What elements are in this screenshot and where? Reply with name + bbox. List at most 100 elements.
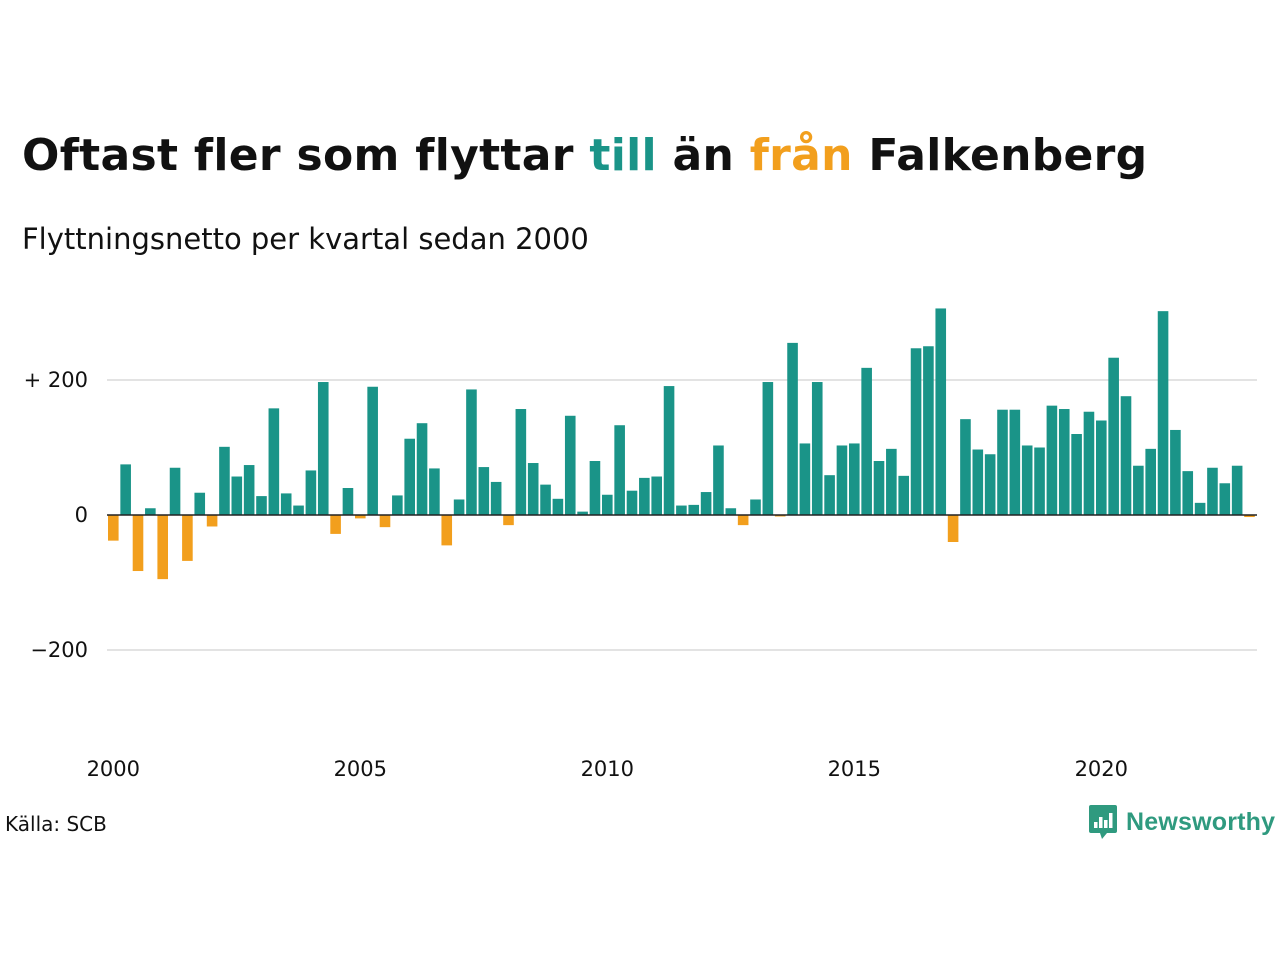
bar-2001-k3: [182, 515, 193, 561]
bar-2007-k1: [453, 499, 465, 516]
bar-2021-k4: [1182, 471, 1194, 516]
bar-2012-k1: [700, 492, 712, 515]
bar-2009-k3: [577, 511, 588, 516]
bar-2018-k1: [997, 409, 1008, 515]
x-tick-label: 2015: [828, 757, 881, 781]
axes: + 200 0 −200 2000 2005 2010 2015 2020: [24, 368, 1257, 781]
bar-2021-k3: [1170, 429, 1181, 515]
bar-2002-k4: [243, 465, 255, 515]
bar-2005-k3: [379, 515, 391, 528]
bar-2008-k3: [527, 463, 539, 515]
bar-2002-k1: [206, 515, 218, 527]
bar-2022-k2: [1207, 467, 1218, 515]
source-note: Källa: SCB: [5, 812, 107, 836]
bar-2014-k1: [799, 443, 811, 515]
bar-2013-k1: [750, 499, 761, 516]
bar-2010-k2: [614, 425, 625, 516]
title-part-1: Oftast fler som flyttar: [22, 130, 574, 181]
bar-2016-k1: [898, 475, 909, 515]
bar-2015-k2: [861, 367, 872, 515]
bar-2014-k2: [811, 382, 823, 515]
bar-2011-k3: [676, 505, 687, 515]
chart-subtitle: Flyttningsnetto per kvartal sedan 2000: [22, 222, 589, 256]
bar-2011-k4: [688, 504, 700, 516]
bar-2007-k4: [490, 481, 502, 516]
bars: [108, 308, 1255, 580]
bar-2008-k1: [503, 515, 514, 526]
bar-2001-k4: [194, 492, 206, 516]
bar-2004-k4: [342, 488, 354, 515]
x-tick-label: 2010: [581, 757, 634, 781]
bar-2000-k4: [145, 508, 156, 515]
bar-2001-k2: [169, 467, 181, 515]
x-tick-label: 2005: [334, 757, 387, 781]
newsworthy-logo: Newsworthy: [1088, 804, 1275, 840]
bar-2015-k3: [873, 461, 885, 515]
bar-2019-k4: [1083, 411, 1095, 516]
bar-2014-k4: [836, 445, 848, 516]
bar-2003-k1: [256, 496, 267, 515]
bar-2011-k1: [651, 476, 662, 515]
bar-2004-k3: [330, 515, 341, 534]
bar-2017-k2: [960, 419, 971, 515]
y-tick-label: 0: [75, 503, 88, 527]
title-negative-word: från: [749, 130, 853, 181]
gridlines: [107, 379, 1257, 651]
bar-2018-k3: [1021, 445, 1033, 516]
x-tick-label: 2000: [87, 757, 140, 781]
bar-2002-k2: [219, 446, 230, 515]
bar-2011-k2: [663, 386, 675, 515]
bar-2001-k1: [157, 515, 168, 580]
bar-2022-k1: [1194, 502, 1206, 515]
bar-2013-k2: [762, 382, 774, 515]
bar-2000-k1: [108, 515, 119, 541]
bar-2010-k1: [602, 494, 613, 515]
bar-2006-k1: [404, 438, 415, 516]
bar-2022-k4: [1231, 465, 1243, 516]
bar-2002-k3: [231, 476, 243, 515]
bar-2019-k3: [1071, 434, 1082, 515]
title-positive-word: till: [589, 130, 657, 181]
bar-2005-k2: [367, 386, 378, 515]
bar-2017-k1: [947, 515, 959, 542]
bar-2015-k4: [886, 448, 897, 515]
bar-2008-k2: [515, 409, 527, 515]
bar-2007-k2: [466, 389, 477, 515]
bar-2000-k2: [120, 464, 131, 516]
bar-2012-k3: [725, 508, 737, 515]
bar-2009-k2: [564, 415, 576, 515]
bar-2020-k4: [1133, 465, 1144, 516]
bar-2009-k1: [552, 498, 564, 515]
bar-2006-k4: [441, 515, 453, 546]
title-part-2: än: [672, 130, 735, 181]
bar-2020-k2: [1108, 357, 1119, 516]
bar-2007-k3: [478, 467, 490, 515]
bar-2012-k2: [713, 445, 724, 516]
bar-2013-k4: [787, 342, 798, 516]
bar-2022-k3: [1219, 483, 1231, 515]
bar-2003-k4: [293, 505, 304, 515]
bar-2006-k2: [416, 423, 428, 515]
bar-2010-k3: [626, 490, 638, 515]
bar-2008-k4: [540, 484, 551, 516]
bar-2016-k4: [935, 308, 947, 515]
bar-2010-k4: [639, 477, 650, 516]
bar-2019-k2: [1058, 409, 1070, 515]
x-tick-label: 2020: [1075, 757, 1128, 781]
newsworthy-logo-text: Newsworthy: [1126, 807, 1276, 836]
bar-2020-k3: [1120, 396, 1132, 515]
bar-2019-k1: [1046, 405, 1058, 515]
chart-title: Oftast fler som flyttar till än från Fal…: [22, 130, 1147, 181]
bar-2003-k2: [268, 408, 280, 515]
bar-2021-k2: [1157, 311, 1169, 515]
bar-2012-k4: [737, 515, 749, 526]
bar-2023-k1: [1244, 515, 1255, 518]
bar-2003-k3: [280, 493, 292, 515]
bar-2018-k4: [1034, 447, 1045, 515]
bar-2016-k3: [923, 346, 934, 515]
bar-2016-k2: [910, 348, 922, 515]
bar-2005-k1: [355, 515, 366, 519]
bar-2004-k1: [305, 470, 317, 515]
bar-2009-k4: [589, 461, 601, 515]
